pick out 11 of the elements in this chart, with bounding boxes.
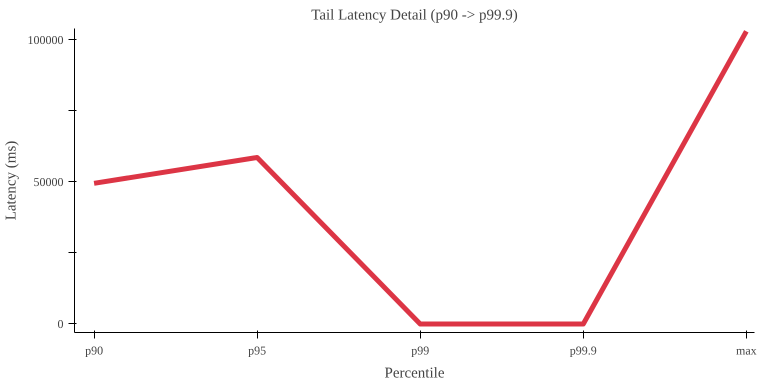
y-tick-label: 0: [58, 316, 64, 331]
x-tick-label: p99.9: [570, 344, 597, 358]
x-axis-title: Percentile: [384, 366, 445, 382]
x-tick-label: max: [736, 344, 757, 358]
chart-title: Tail Latency Detail (p90 -> p99.9): [311, 8, 518, 24]
x-tick-label: p99: [411, 344, 430, 358]
y-axis-title: Latency (ms): [4, 140, 20, 220]
y-tick-label: 100000: [28, 32, 64, 47]
y-tick-label: 50000: [34, 174, 64, 189]
x-tick-label: p90: [85, 344, 104, 358]
x-tick-label: p95: [248, 344, 266, 358]
